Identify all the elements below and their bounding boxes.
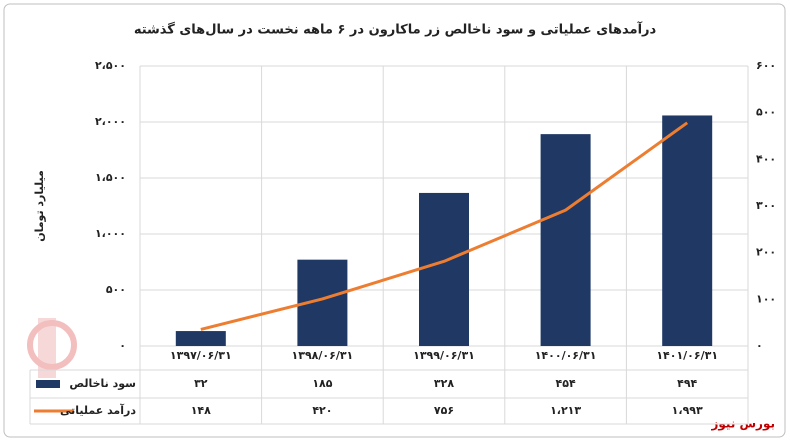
x-tick-label: ۱۴۰۱/۰۶/۳۱ bbox=[656, 349, 718, 362]
y2-tick-label: ۲۰۰ bbox=[756, 246, 776, 259]
y2-tick-label: ۳۰۰ bbox=[756, 199, 776, 212]
legend-label: سود ناخالص bbox=[69, 377, 136, 390]
data-label: ۱۸۵ bbox=[312, 377, 332, 390]
y2-tick-label: ۰ bbox=[756, 339, 763, 352]
data-label: ۷۵۶ bbox=[434, 404, 454, 417]
x-tick-label: ۱۳۹۹/۰۶/۳۱ bbox=[413, 349, 475, 362]
chart-title: درآمدهای عملیاتی و سود ناخالص زر ماکارون… bbox=[134, 21, 657, 38]
legend-label: درآمد عملیاتی bbox=[60, 403, 136, 417]
data-label: ۴۲۰ bbox=[312, 404, 332, 417]
data-label: ۴۵۴ bbox=[556, 377, 576, 390]
y-tick-label: ۲،۵۰۰ bbox=[95, 59, 126, 72]
data-label: ۳۲۸ bbox=[434, 377, 454, 390]
y-tick-label: ۵۰۰ bbox=[106, 283, 126, 296]
y-axis-label: میلیارد تومان bbox=[33, 170, 46, 242]
y2-tick-label: ۱۰۰ bbox=[756, 292, 776, 305]
watermark bbox=[27, 318, 77, 378]
x-tick-label: ۱۳۹۸/۰۶/۳۱ bbox=[292, 349, 354, 362]
bar bbox=[540, 134, 591, 346]
y2-tick-label: ۶۰۰ bbox=[756, 59, 776, 72]
y2-tick-label: ۵۰۰ bbox=[756, 106, 776, 119]
legend-key bbox=[36, 380, 60, 388]
data-label: ۳۲ bbox=[194, 377, 208, 390]
bar bbox=[419, 192, 469, 346]
bar bbox=[662, 115, 713, 346]
y-tick-label: ۱،۰۰۰ bbox=[95, 227, 126, 240]
data-label: ۴۹۴ bbox=[677, 377, 697, 390]
y2-tick-label: ۴۰۰ bbox=[756, 152, 776, 165]
line bbox=[200, 121, 689, 331]
x-tick-label: ۱۴۰۰/۰۶/۳۱ bbox=[535, 349, 597, 362]
data-label: ۱،۲۱۳ bbox=[550, 404, 581, 417]
y-tick-label: ۱،۵۰۰ bbox=[95, 171, 126, 184]
data-label: ۱،۹۹۳ bbox=[672, 404, 703, 417]
y-tick-label: ۲،۰۰۰ bbox=[95, 115, 126, 128]
y-tick-label: ۰ bbox=[119, 339, 126, 352]
bar bbox=[175, 331, 226, 346]
x-tick-label: ۱۳۹۷/۰۶/۳۱ bbox=[170, 349, 232, 362]
data-label: ۱۴۸ bbox=[191, 404, 211, 417]
